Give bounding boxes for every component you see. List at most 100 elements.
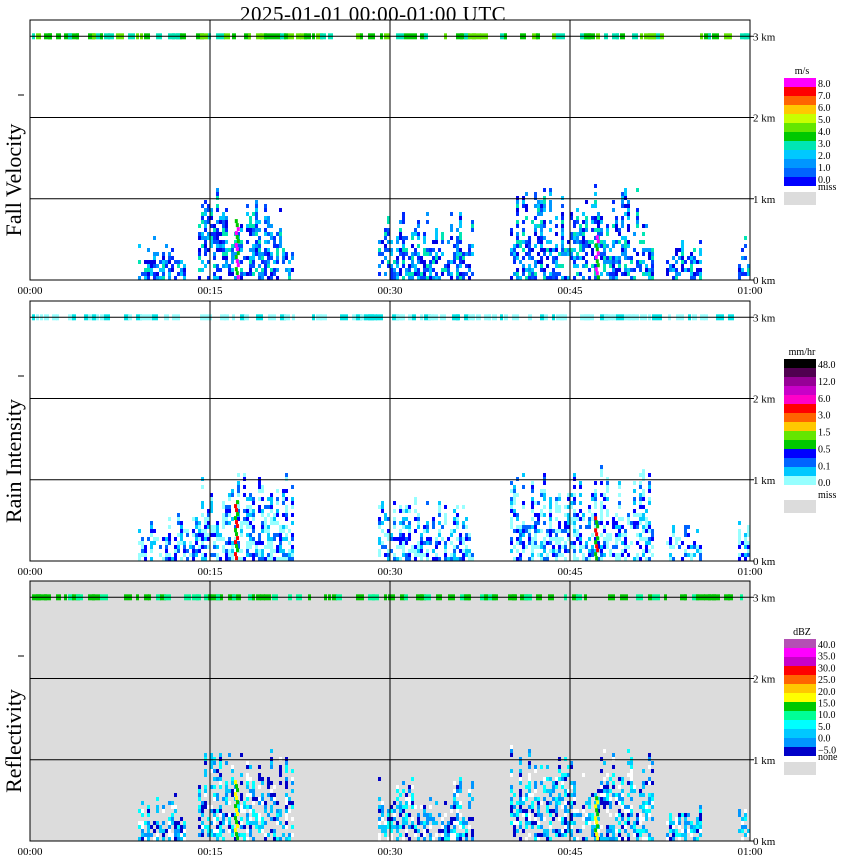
echo-cell (216, 248, 219, 252)
echo-cell (534, 244, 537, 248)
echo-cell (606, 481, 609, 485)
echo-cell (276, 248, 279, 252)
echo-cell (573, 813, 576, 817)
echo-cell (444, 517, 447, 521)
echo-cell (573, 521, 576, 525)
echo-cell (432, 821, 435, 825)
echo-cell (273, 268, 276, 272)
echo-cell (471, 272, 474, 276)
echo-cell (249, 216, 252, 220)
echo-cell (267, 541, 270, 545)
echo-cell (420, 557, 423, 561)
echo-cell (198, 549, 201, 553)
echo-cell (213, 553, 216, 557)
echo-cell (537, 821, 540, 825)
echo-cell (519, 797, 522, 801)
echo-cell (510, 797, 513, 801)
echo-cell (282, 513, 285, 517)
echo-cell (255, 224, 258, 228)
echo-cell (624, 809, 627, 813)
echo-cell (204, 525, 207, 529)
echo-cell (285, 837, 288, 841)
echo-core-cell (234, 552, 237, 557)
echo-cell (264, 801, 267, 805)
echo-cell (600, 228, 603, 232)
echo-cell (381, 545, 384, 549)
echo-cell (444, 521, 447, 525)
y-axis-label: Fall Velocity (1, 124, 26, 237)
echo-cell (738, 541, 741, 545)
echo-cell (138, 276, 141, 280)
echo-cell (588, 557, 591, 561)
echo-cell (669, 553, 672, 557)
echo-cell (216, 236, 219, 240)
echo-cell (267, 833, 270, 837)
echo-cell (651, 545, 654, 549)
echo-cell (213, 236, 216, 240)
echo-cell (648, 801, 651, 805)
echo-cell (150, 260, 153, 264)
echo-cell (636, 813, 639, 817)
echo-cell (513, 244, 516, 248)
echo-cell (645, 829, 648, 833)
echo-cell (513, 557, 516, 561)
echo-cell (426, 212, 429, 216)
echo-cell (573, 493, 576, 497)
echo-cell (612, 260, 615, 264)
echo-cell (684, 549, 687, 553)
colorbar-miss-swatch (784, 192, 816, 205)
echo-cell (528, 793, 531, 797)
echo-cell (576, 513, 579, 517)
echo-cell (378, 797, 381, 801)
echo-cell (291, 817, 294, 821)
echo-cell (651, 801, 654, 805)
echo-cell (579, 545, 582, 549)
echo-cell (573, 821, 576, 825)
echo-cell (240, 268, 243, 272)
echo-cell (531, 537, 534, 541)
echo-cell (216, 188, 219, 192)
echo-cell (555, 529, 558, 533)
echo-cell (252, 517, 255, 521)
echo-cell (417, 837, 420, 841)
echo-core-cell (236, 536, 239, 541)
echo-cell (618, 837, 621, 841)
echo-cell (738, 809, 741, 813)
echo-core-cell (235, 223, 239, 228)
echo-cell (168, 825, 171, 829)
echo-cell (276, 545, 279, 549)
echo-cell (255, 220, 258, 224)
echo-cell (396, 825, 399, 829)
echo-cell (258, 264, 261, 268)
echo-cell (627, 513, 630, 517)
echo-cell (597, 829, 600, 833)
echo-cell (666, 272, 669, 276)
echo-cell (561, 777, 564, 781)
echo-cell (201, 813, 204, 817)
echo-cell (600, 493, 603, 497)
echo-cell (522, 196, 525, 200)
echo-cell (603, 240, 606, 244)
echo-cell (273, 537, 276, 541)
echo-cell (669, 268, 672, 272)
echo-cell (216, 276, 219, 280)
echo-cell (465, 833, 468, 837)
echo-cell (276, 549, 279, 553)
echo-cell (384, 553, 387, 557)
echo-cell (561, 248, 564, 252)
echo-cell (621, 200, 624, 204)
echo-cell (687, 525, 690, 529)
echo-cell (249, 537, 252, 541)
echo-core-cell (236, 275, 240, 280)
echo-cell (258, 485, 261, 489)
echo-cell (510, 821, 513, 825)
echo-cell (597, 557, 600, 561)
colorbar-unit: m/s (795, 66, 810, 77)
echo-cell (531, 545, 534, 549)
echo-cell (552, 268, 555, 272)
echo-cell (606, 232, 609, 236)
echo-cell (516, 493, 519, 497)
echo-cell (648, 793, 651, 797)
echo-cell (672, 545, 675, 549)
echo-cell (153, 272, 156, 276)
